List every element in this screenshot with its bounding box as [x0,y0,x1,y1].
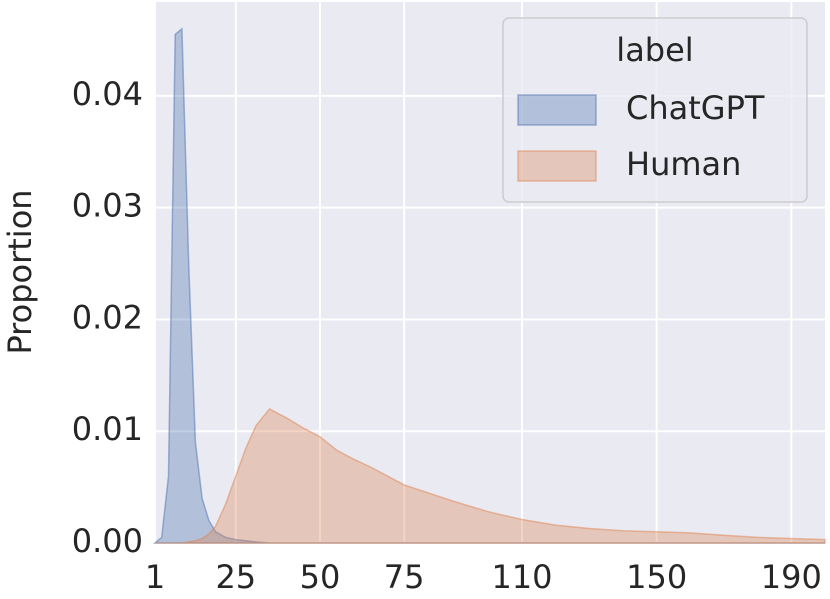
legend-swatch [517,150,597,182]
y-tick-label: 0.04 [72,75,143,113]
legend-title: label [616,31,693,69]
marks [152,27,826,544]
legend-swatch [517,94,597,126]
y-tick-label: 0.00 [72,522,143,560]
y-tick-label: 0.01 [72,410,143,448]
legend-label: Human [626,145,741,183]
x-tick-label: 1 [145,558,165,596]
x-tick-label: 50 [300,558,341,596]
legend-box [502,17,808,203]
x-tick-label: 110 [491,558,552,596]
y-tick-label: 0.03 [72,187,143,225]
x-tick-label: 75 [384,558,425,596]
labels: 0.00 0.01 0.02 0.03 0.04 1 25 50 75 110 150 190 [72,75,822,596]
area [155,407,826,544]
y-axis-label: Proportion [1,189,39,354]
legend-label: ChatGPT [626,89,765,127]
legend: label ChatGPT Human [502,17,808,203]
x-tick-label: 190 [761,558,822,596]
y-tick-label: 0.02 [72,298,143,336]
x-tick-label: 25 [215,558,256,596]
grid [154,2,825,544]
x-tick-label: 150 [626,558,687,596]
